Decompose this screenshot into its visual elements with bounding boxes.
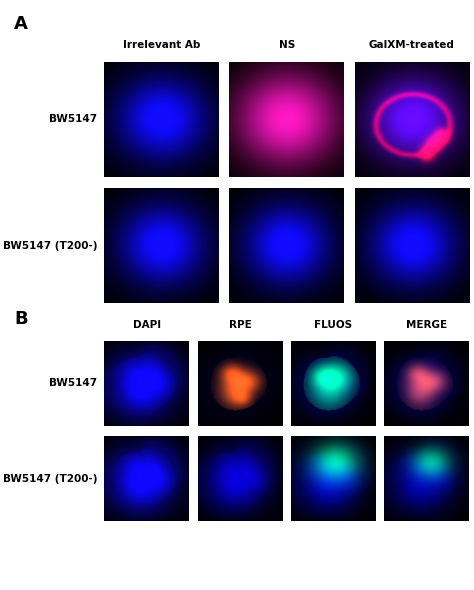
Text: B: B [14, 310, 28, 328]
Text: NS: NS [279, 40, 295, 50]
Text: GalXM-treated: GalXM-treated [369, 40, 455, 50]
Text: DAPI: DAPI [133, 320, 161, 330]
Text: A: A [14, 15, 28, 33]
Text: RPE: RPE [229, 320, 251, 330]
Text: BW5147: BW5147 [49, 114, 97, 124]
Text: BW5147 (T200-): BW5147 (T200-) [3, 241, 97, 251]
Text: BW5147 (T200-): BW5147 (T200-) [3, 474, 97, 484]
Text: BW5147: BW5147 [49, 378, 97, 388]
Text: Irrelevant Ab: Irrelevant Ab [123, 40, 201, 50]
Text: FLUOS: FLUOS [314, 320, 353, 330]
Text: MERGE: MERGE [406, 320, 447, 330]
